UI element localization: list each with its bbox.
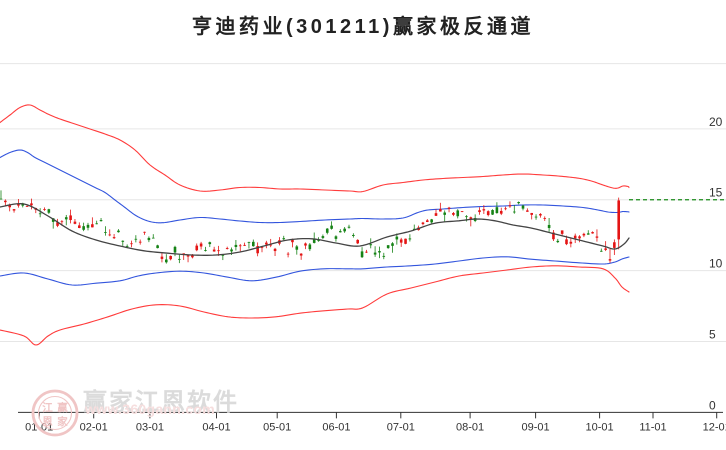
svg-text:05-01: 05-01	[263, 421, 291, 433]
svg-text:家: 家	[57, 415, 68, 428]
svg-text:20: 20	[709, 115, 723, 129]
svg-text:12-01: 12-01	[703, 421, 726, 433]
svg-text:0: 0	[709, 398, 716, 412]
svg-text:江: 江	[42, 401, 53, 414]
svg-text:02-01: 02-01	[80, 421, 108, 433]
svg-text:10-01: 10-01	[586, 421, 614, 433]
svg-text:04-01: 04-01	[202, 421, 230, 433]
svg-text:06-01: 06-01	[322, 421, 350, 433]
svg-text:03-01: 03-01	[136, 421, 164, 433]
svg-text:5: 5	[709, 327, 716, 341]
svg-text:07-01: 07-01	[387, 421, 415, 433]
svg-text:09-01: 09-01	[522, 421, 550, 433]
svg-text:恩: 恩	[42, 416, 53, 428]
svg-text:赢: 赢	[57, 401, 68, 414]
svg-text:10: 10	[709, 257, 723, 271]
svg-text:15: 15	[709, 186, 723, 200]
svg-text:08-01: 08-01	[456, 421, 484, 433]
svg-text:11-01: 11-01	[639, 421, 666, 433]
